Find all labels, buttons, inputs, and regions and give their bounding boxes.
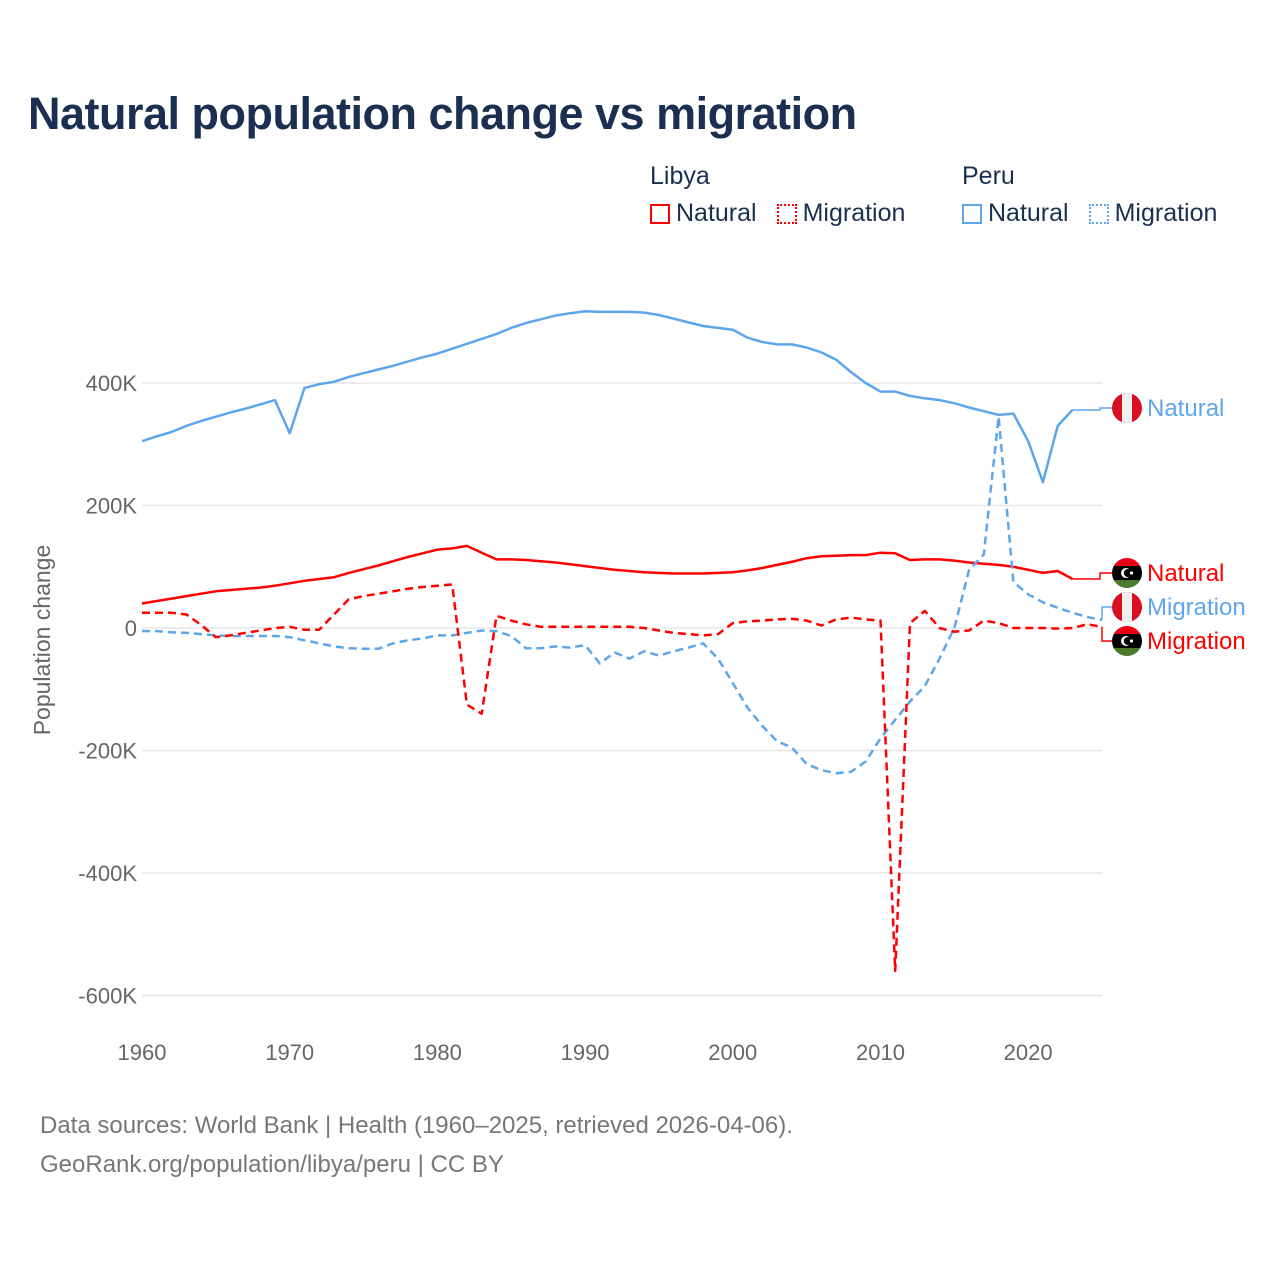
x-tick-label: 1960 [118,1040,167,1065]
source-text: Data sources: World Bank | Health (1960–… [40,1112,793,1139]
libya-flag-icon [1112,626,1142,656]
legend-swatch-solid [962,203,982,224]
flag-shape [1112,626,1142,656]
flag-shape [1112,393,1142,423]
star [1129,639,1134,643]
y-tick-label: -200K [78,739,137,764]
series-line-peru-natural [141,310,1074,484]
legend-item-peru-natural[interactable]: Natural [962,199,1069,228]
y-tick-label: -400K [78,861,137,886]
legend-swatch-dotted [776,203,797,224]
series-end-label: Migration [1147,628,1246,655]
series-line-libya-migration [142,583,1103,973]
attribution-text: GeoRank.org/population/libya/peru | CC B… [40,1151,504,1178]
legend-label: Migration [1114,199,1218,227]
legend-label: Natural [676,199,757,227]
crescent-cut [1123,569,1132,577]
x-tick-label: 2010 [856,1040,905,1065]
x-tick-label: 1980 [413,1040,462,1065]
peru-flag-icon [1112,592,1142,622]
legend-label: Natural [988,199,1069,227]
flag-shape [1112,592,1142,622]
flag-shape [1112,558,1142,588]
legend-item-peru-migration[interactable]: Migration [1088,199,1218,228]
legend-libya: Libya Natural Migration [650,162,905,228]
libya-flag-icon [1112,558,1142,588]
legend-peru: Peru Natural Migration [962,162,1217,228]
series-line-libya-natural [141,544,1074,605]
flag-stripe [1112,580,1142,588]
y-axis-label: Population change [29,545,55,736]
flag-stripe [1122,592,1132,622]
flag-stripe [1112,648,1142,656]
y-tick-label: 400K [86,371,138,396]
y-tick-label: 0 [125,616,137,641]
flag-stripe [1122,393,1132,423]
crescent-cut [1123,637,1132,645]
x-tick-label: 2000 [708,1040,757,1065]
legend-swatch-dotted [1088,203,1109,224]
x-tick-label: 1970 [265,1040,314,1065]
x-tick-label: 1990 [561,1040,610,1065]
label-connector [1101,626,1112,642]
legend-country-libya: Libya [650,162,710,190]
legend-swatch-solid [650,203,670,224]
series-end-label: Natural [1147,560,1224,587]
label-connector [1072,572,1112,580]
y-tick-label: 200K [86,494,138,519]
peru-flag-icon [1112,393,1142,423]
legend-label: Migration [802,199,906,227]
legend-country-peru: Peru [962,162,1015,190]
chart-title: Natural population change vs migration [28,88,857,139]
label-connector [1101,606,1112,621]
footer: Data sources: World Bank | Health (1960–… [40,1106,793,1184]
series-line-peru-migration [142,415,1103,775]
series-end-label: Natural [1147,395,1224,422]
x-tick-label: 2020 [1004,1040,1053,1065]
star [1129,571,1134,575]
legend-item-libya-migration[interactable]: Migration [776,199,906,228]
series-end-label: Migration [1147,594,1246,621]
legend-item-libya-natural[interactable]: Natural [650,199,757,228]
flag-stripe [1112,558,1142,566]
flag-stripe [1112,626,1142,634]
label-connector [1072,407,1112,411]
y-tick-label: -600K [78,984,137,1009]
